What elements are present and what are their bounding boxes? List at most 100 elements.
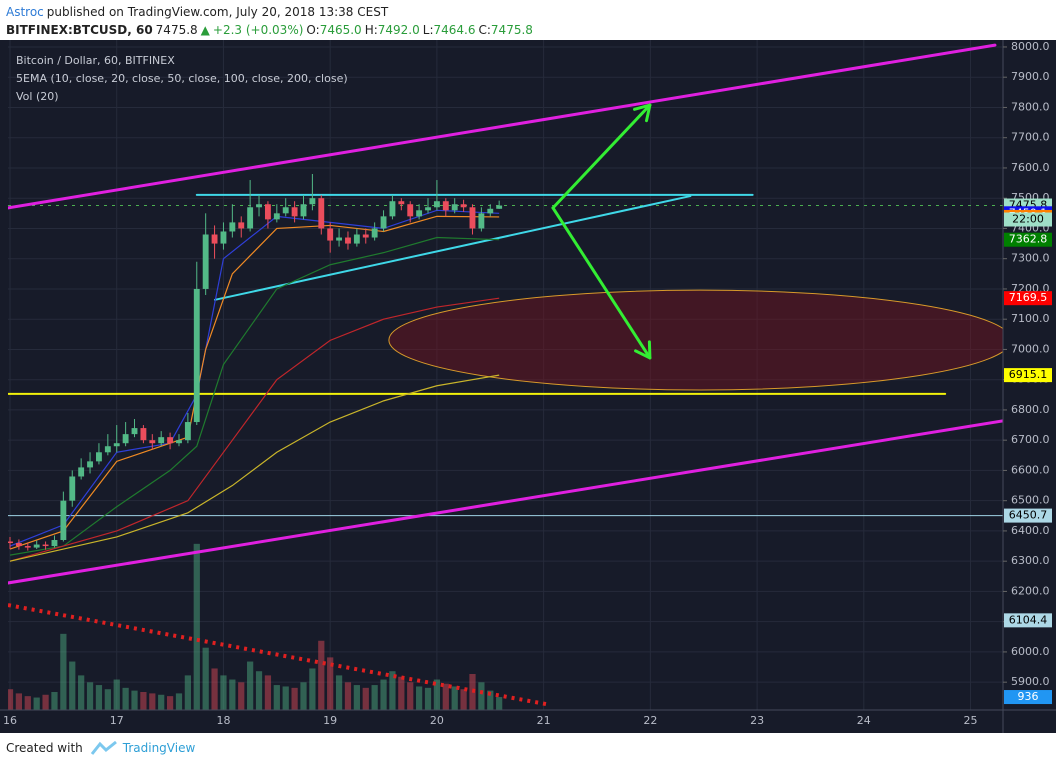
candle-body [238,222,245,229]
brand[interactable]: TradingView [122,741,196,755]
candle-body [398,201,405,205]
volume-bar [255,671,263,710]
x-tick-label: 22 [643,714,657,727]
price-tag: 7169.5 [1009,291,1048,304]
volume-bar [158,694,165,710]
volume-bar [15,693,23,710]
candle-body [327,228,334,241]
last: 7475.8 [155,23,198,37]
y-tick-label: 7700.0 [1011,131,1050,144]
volume-bar [149,693,156,710]
candle-body [345,237,351,244]
candle-body [220,231,227,244]
volume-bar [166,696,174,710]
candle-body [229,222,236,232]
ellipse-drawing [388,289,1003,391]
candle-body [300,204,307,217]
author[interactable]: Astroc [6,5,44,19]
volume-bar [460,689,467,710]
y-tick-label: 6400.0 [1011,524,1050,537]
change: +2.3 (+0.03%) [212,23,304,37]
y-tick-label: 7300.0 [1011,252,1050,265]
ohlc-key: L: [422,23,434,37]
volume-bar [8,689,14,710]
candle-body [496,205,503,209]
symbol: BITFINEX:BTCUSD, 60 [6,23,153,37]
volume-bar [353,685,360,710]
header: Astroc published on TradingView.com, July… [6,3,539,39]
x-tick-label: 18 [216,714,230,727]
volume-bar [24,696,31,710]
y-tick-label: 6300.0 [1011,554,1050,567]
x-tick-label: 21 [537,714,551,727]
candle-body [451,204,458,211]
chart: 5900.06000.06100.06200.06300.06400.06500… [0,40,1056,733]
candle-body [478,213,485,229]
trend-line [8,419,1003,585]
trend-line [214,195,692,301]
candle-body [309,198,316,205]
candle-body [87,461,93,468]
ema-lines [9,209,500,562]
quote-line: BITFINEX:BTCUSD, 60 7475.8 ▲ +2.3 (+0.03%) O… [6,21,539,39]
grid [8,40,1003,710]
ohlc-value: 7464.6 [433,23,476,37]
x-tick-label: 16 [3,714,17,727]
candle-body [291,207,298,217]
volume-bar [220,675,227,710]
candle-body [104,446,111,453]
created: Created with [6,741,83,755]
candle-body [96,452,102,462]
volume-tag-bg [1004,690,1052,705]
candle-body [264,204,271,220]
y-tick-label: 6600.0 [1011,463,1050,476]
y-tick-label: 6500.0 [1011,494,1050,507]
candle-body [167,437,174,444]
volume-bar [238,682,245,710]
volume-bar [282,686,289,710]
volume-bar [291,687,298,710]
arrow-head [633,103,652,123]
candle-body [113,443,120,447]
candle-body [416,210,423,217]
volume-bar [95,685,103,710]
publish-line: Astroc published on TradingView.com, July… [6,3,539,21]
volume-bar [211,668,218,710]
candle-body [193,288,200,423]
candle-body [131,428,138,435]
volume-bar [42,694,49,710]
price-tag-bg [1004,368,1052,383]
candle-body [433,201,440,208]
volume-tag: 936 [1018,690,1039,703]
volume-bar [371,685,378,710]
candle-body [256,204,262,208]
candle-body [184,422,191,441]
ema-line [9,209,500,547]
candle-body [487,208,494,214]
volume-bar [487,690,494,710]
price-tag-bg [1004,508,1052,523]
volume-bar [113,679,120,710]
ohlc-key: H: [364,23,378,37]
volume-bar [478,682,485,710]
logo [90,740,117,755]
volume-bar [362,687,369,710]
candle-body [149,440,156,444]
x-tick-label: 24 [857,714,871,727]
y-tick-label: 8000.0 [1011,40,1050,53]
candle-body [8,541,13,544]
candle-body [353,234,360,244]
x-tick-label: 23 [750,714,764,727]
chart-title: Bitcoin / Dollar, 60, BITFINEX [16,54,175,67]
candle-body [15,543,22,547]
published: published on TradingView.com, July 20, 2… [46,5,389,19]
volume-bar [398,676,405,710]
x-tick-label: 19 [323,714,337,727]
candle-body [273,213,280,220]
volume-bar [424,687,432,710]
candle-body [442,201,449,211]
y-tick-label: 5900.0 [1011,675,1050,688]
volume-bar [60,633,67,710]
volume-bar [131,690,138,710]
volume-bar [433,679,441,710]
